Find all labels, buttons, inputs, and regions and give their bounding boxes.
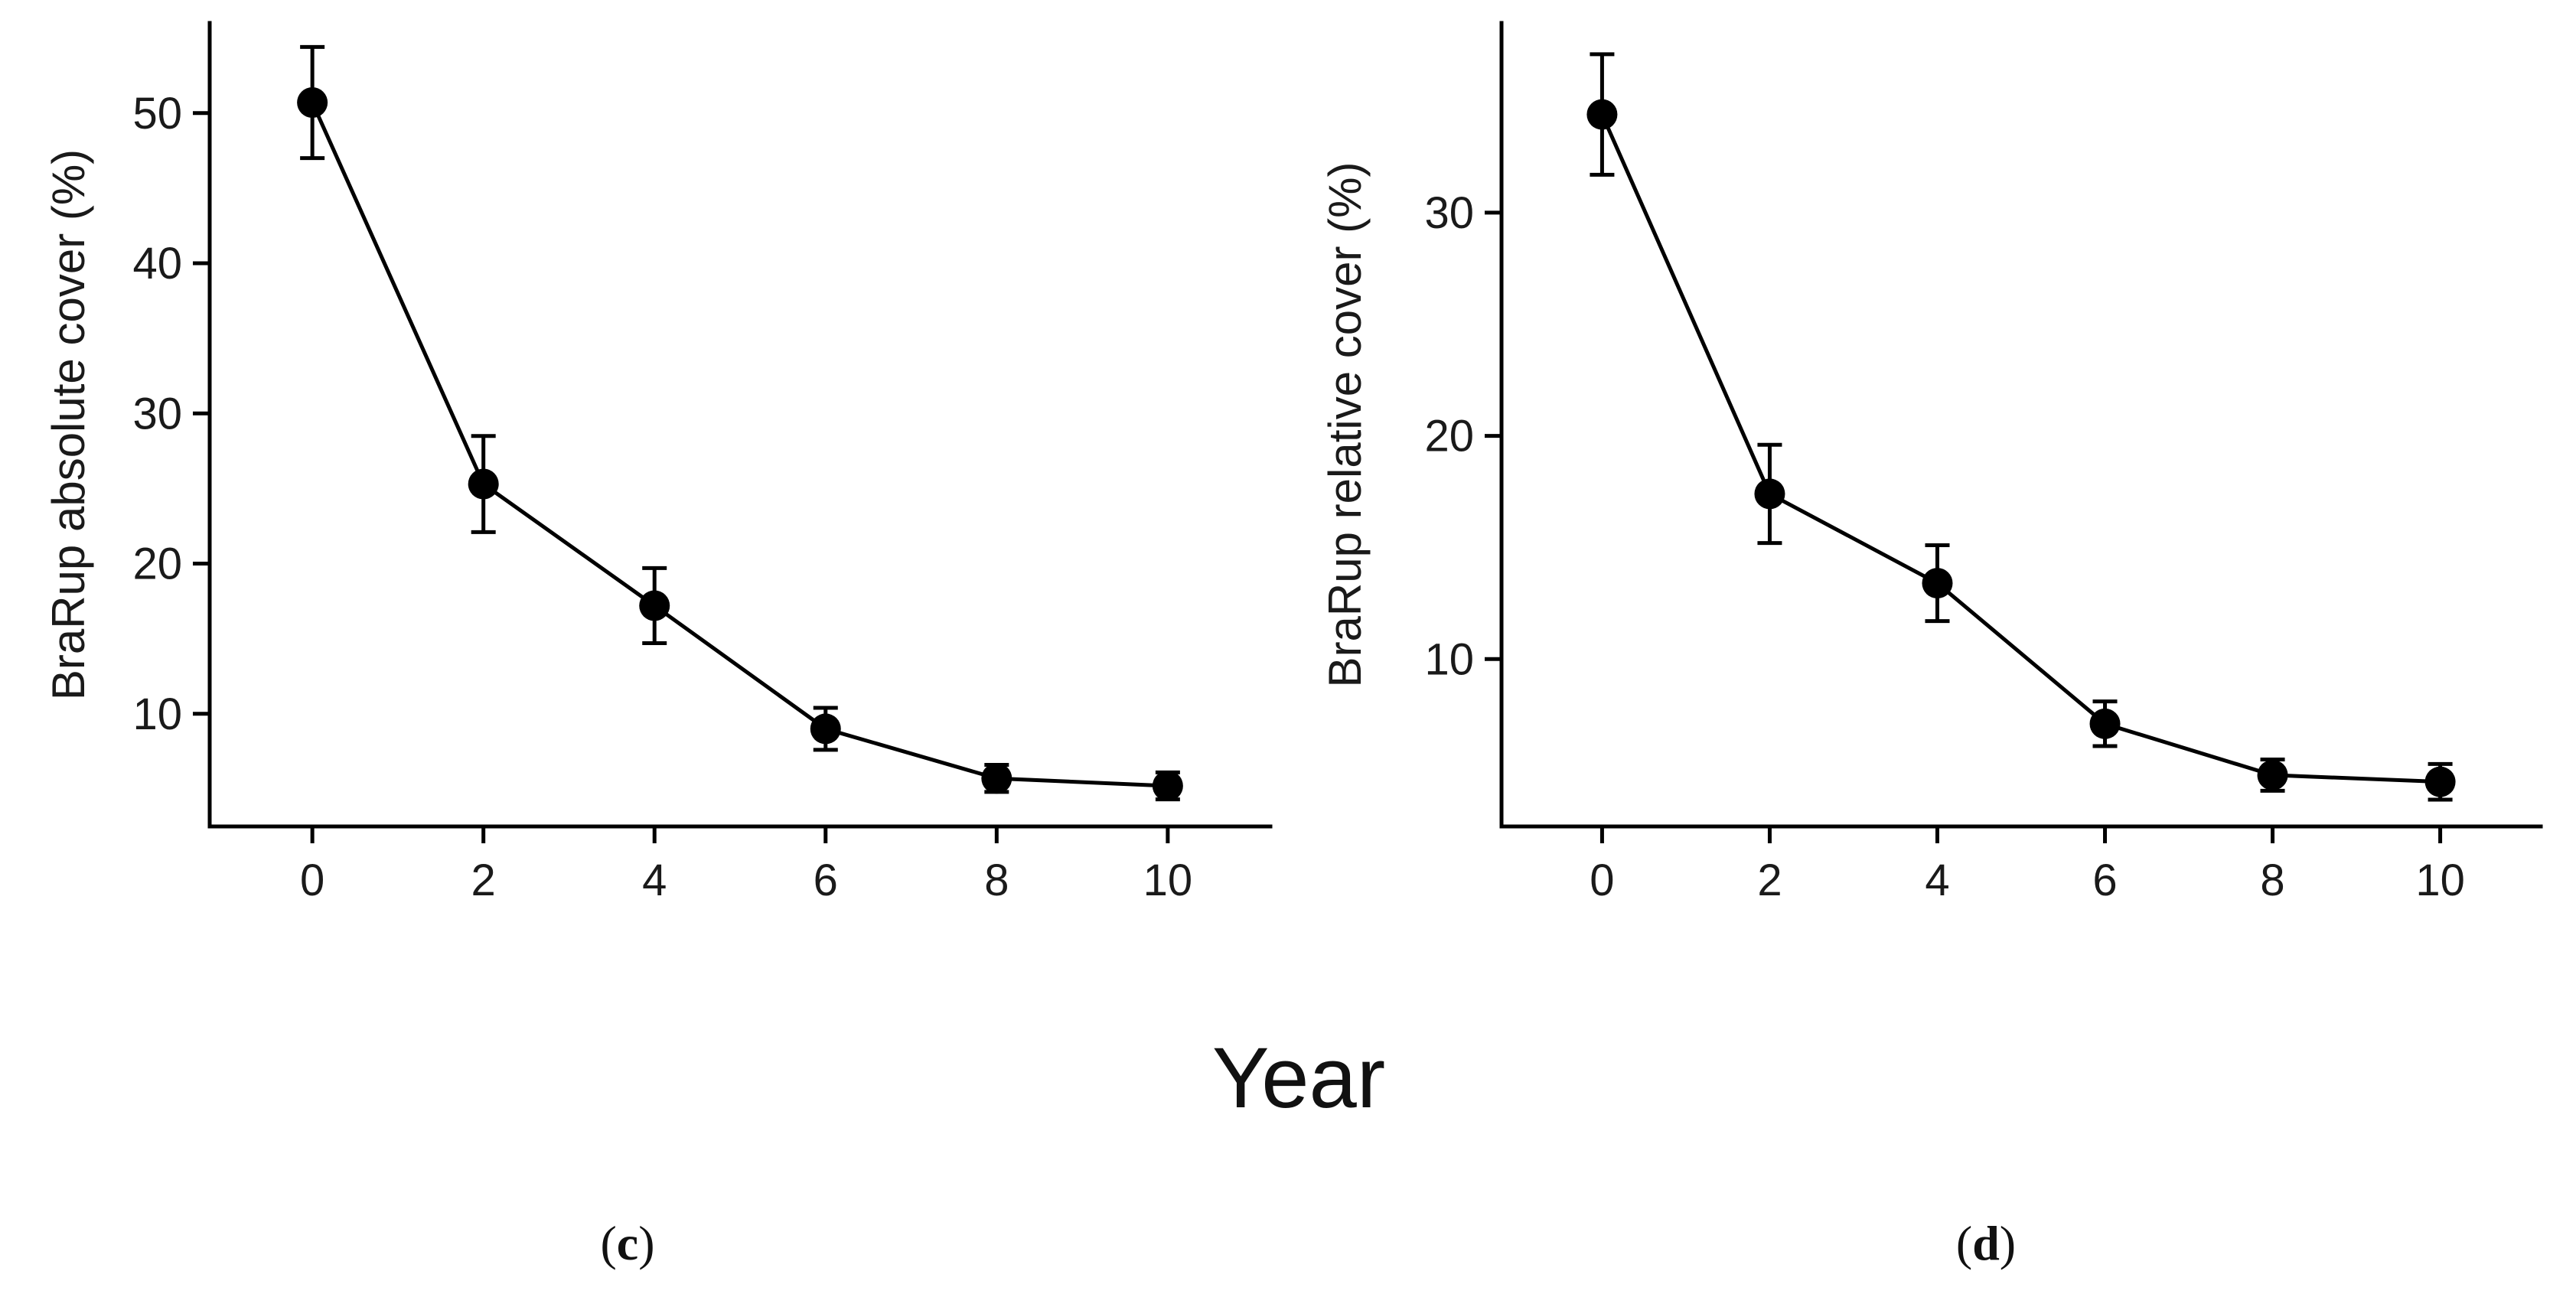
data-point-c [297, 87, 328, 119]
x-tick-label-d: 6 [2092, 856, 2117, 905]
x-tick-label-d: 4 [1925, 856, 1949, 905]
panel-label-c-open: ( [600, 1216, 616, 1270]
series-line-d [1600, 113, 2441, 784]
data-point-d [2424, 766, 2456, 797]
data-point-d [1754, 478, 1785, 510]
y-tick-label-c: 20 [132, 539, 182, 589]
panel-label-c: (c) [600, 1216, 654, 1270]
x-tick-label-c: 0 [300, 856, 324, 905]
data-point-d [1586, 99, 1618, 130]
x-tick-label-c: 2 [471, 856, 496, 905]
data-point-c [639, 590, 670, 621]
panel-label-c-letter: c [617, 1216, 638, 1270]
y-tick-label-c: 30 [132, 389, 182, 438]
x-tick-label-d: 0 [1590, 856, 1614, 905]
panel-d: 10 20 30 0 2 4 6 8 10 BraRup relative cover (%) [1319, 21, 2543, 905]
series-line-c [310, 101, 1168, 788]
y-tick-label-c: 50 [132, 89, 182, 139]
data-point-d [2257, 759, 2288, 790]
x-tick-label-c: 10 [1143, 856, 1193, 905]
x-tick-label-c: 4 [642, 856, 667, 905]
panel-c: 10 20 30 40 50 0 2 4 6 8 10 BraRup absolute cover (… [43, 21, 1273, 905]
data-point-c [981, 763, 1012, 794]
y-tick-label-d: 30 [1424, 188, 1474, 238]
y-axis-title-c: BraRup absolute cover (%) [43, 149, 94, 700]
panel-label-d-close: ) [2000, 1216, 2016, 1270]
y-tick-label-d: 10 [1424, 634, 1474, 684]
data-point-c [810, 713, 841, 745]
data-point-c [468, 468, 499, 500]
x-tick-label-d: 8 [2260, 856, 2284, 905]
shared-x-axis-title: Year [1212, 1030, 1385, 1126]
y-tick-label-c: 10 [132, 689, 182, 739]
x-tick-label-d: 2 [1757, 856, 1782, 905]
data-point-d [2089, 708, 2121, 739]
x-tick-label-d: 10 [2415, 856, 2465, 905]
y-tick-label-d: 20 [1424, 412, 1474, 461]
x-tick-label-c: 8 [984, 856, 1009, 905]
x-tick-label-c: 6 [814, 856, 838, 905]
y-axis-title-d: BraRup relative cover (%) [1319, 162, 1371, 688]
y-tick-label-c: 40 [132, 239, 182, 288]
panel-label-d-letter: d [1972, 1216, 2000, 1270]
panel-label-d-open: ( [1956, 1216, 1972, 1270]
data-point-d [1922, 568, 1953, 599]
panel-label-c-close: ) [638, 1216, 654, 1270]
data-point-c [1152, 771, 1183, 802]
panel-label-d: (d) [1956, 1216, 2016, 1270]
